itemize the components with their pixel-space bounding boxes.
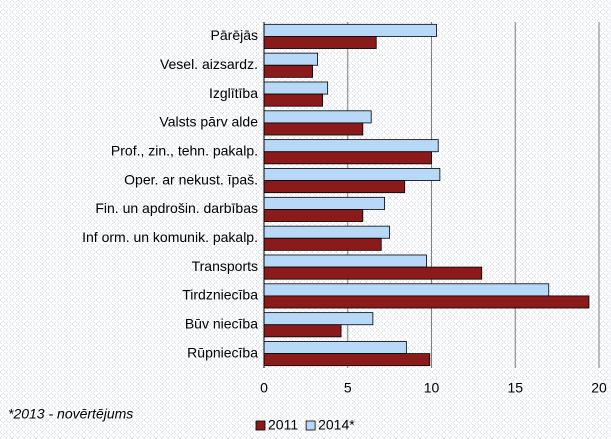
bar [263,93,324,107]
y-tick-label: Inf orm. un komunik. pakalp. [82,229,258,245]
x-tick-label: 10 [424,380,440,396]
bar [263,254,427,268]
y-tick-label: Fin. un apdrošin. darbības [95,200,258,216]
bar [263,283,550,297]
y-tick-label: Pārējās [211,27,258,43]
bar [263,110,372,124]
bar [263,353,431,367]
y-tick-label: Izglītība [209,85,258,101]
bar [263,81,329,95]
bar [263,168,441,181]
x-tick-label: 5 [344,380,352,396]
y-tick-label: Vesel. aizsardz. [160,56,258,72]
x-tick-label: 20 [591,380,607,396]
legend-swatch [255,420,266,431]
y-tick-label: Būv niecība [185,315,258,331]
legend-label: 2011 [268,417,298,433]
bar [263,52,318,66]
footnote: *2013 - novērtējums [8,406,133,422]
legend-label: 2014* [318,417,355,433]
legend-swatch [305,420,316,431]
bar [263,36,377,49]
x-tick-label: 15 [507,380,523,396]
y-tick-label: Tirdzniecība [182,287,258,303]
bar [263,225,391,239]
bar [263,180,406,194]
bar [263,122,364,136]
bar [263,237,382,251]
bar [263,64,313,78]
bar [263,295,590,309]
y-tick-label: Oper. ar nekust. īpaš. [124,171,258,187]
y-tick-label: Valsts pārv alde [159,114,258,130]
bar [263,139,439,153]
x-tick-label: 0 [260,380,268,396]
bar [263,196,385,210]
bar [263,151,432,165]
bar [263,324,342,338]
bar [263,312,374,326]
bar [263,209,364,222]
bar [263,266,483,280]
y-tick-label: Prof., zin., tehn. pakalp. [111,142,258,158]
bar [263,23,437,37]
y-tick-label: Rūpniecība [187,344,258,360]
y-tick-label: Transports [192,258,258,274]
bar [263,341,407,354]
